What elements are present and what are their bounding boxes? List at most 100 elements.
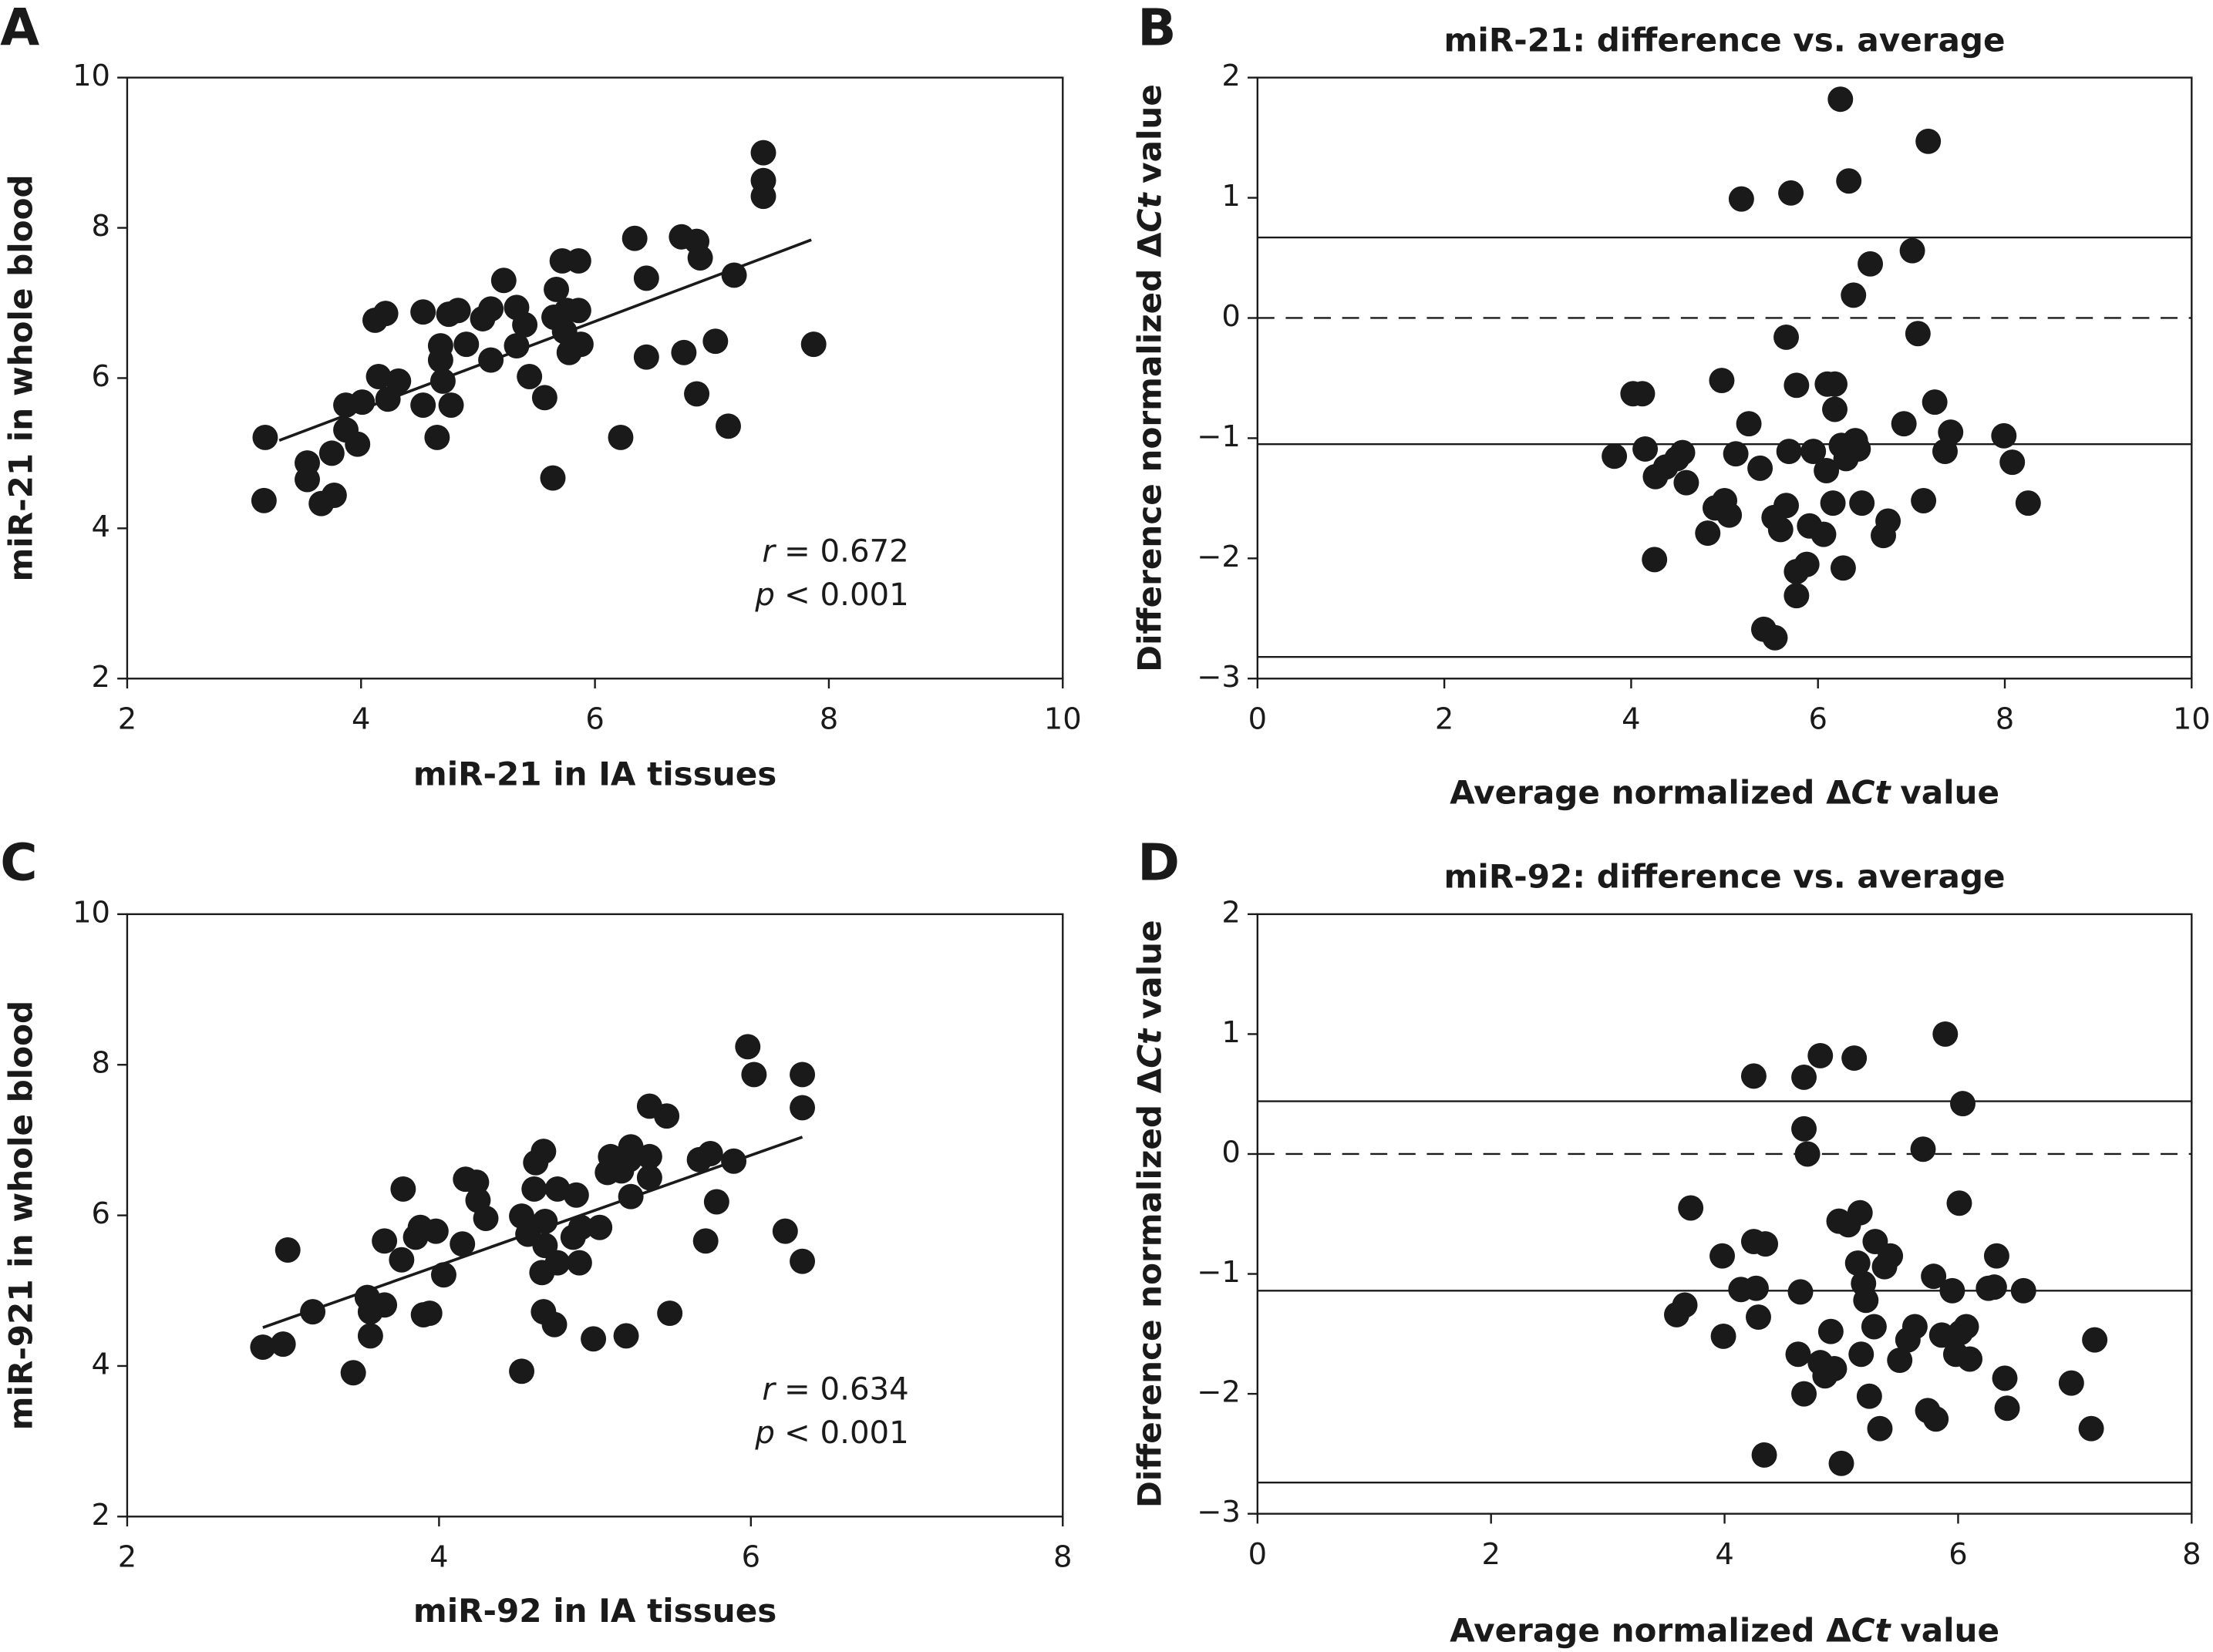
- y-tick-label: −1: [1197, 1255, 1241, 1290]
- data-point: [1787, 1279, 1814, 1305]
- y-tick-label: 10: [72, 895, 110, 930]
- data-point: [565, 298, 591, 324]
- data-point: [1822, 396, 1848, 422]
- data-point: [1845, 436, 1871, 462]
- data-point: [321, 483, 347, 508]
- data-point: [1800, 439, 1827, 465]
- y-tick-label: 0: [1221, 299, 1240, 334]
- annotation: r = 0.634: [762, 1371, 908, 1407]
- data-point: [1751, 1442, 1777, 1468]
- x-tick-label: 6: [1949, 1537, 1967, 1572]
- data-point: [790, 1248, 816, 1274]
- data-point: [1709, 1243, 1736, 1269]
- data-point: [1932, 1021, 1959, 1047]
- annotation-value: < 0.001: [784, 1415, 909, 1451]
- data-point: [544, 1250, 571, 1276]
- annotation-value: = 0.634: [784, 1371, 909, 1407]
- data-point: [1828, 1450, 1854, 1476]
- data-point: [566, 1250, 592, 1276]
- x-tick-label: 6: [1808, 702, 1827, 737]
- data-point: [1887, 1348, 1913, 1374]
- data-point: [1672, 1292, 1698, 1318]
- data-point: [1991, 422, 2017, 449]
- annotation-symbol: r: [762, 1371, 776, 1407]
- y-tick-label: −3: [1197, 660, 1241, 695]
- label-part: Ct: [1851, 1611, 1892, 1649]
- label-part: miR-21 in whole blood: [2, 174, 39, 581]
- data-point: [1794, 1141, 1821, 1167]
- data-point: [1875, 508, 1901, 534]
- label-part: Ct: [1851, 773, 1892, 811]
- data-point: [1629, 381, 1656, 407]
- x-tick-label: 8: [1996, 702, 2014, 737]
- data-point: [1928, 1322, 1955, 1348]
- data-point: [1716, 502, 1743, 528]
- label-part: Difference normalized Δ: [1130, 232, 1168, 672]
- data-point: [1856, 1383, 1882, 1409]
- data-point: [423, 1218, 449, 1244]
- x-tick-label: 2: [118, 702, 136, 737]
- data-point: [349, 389, 376, 416]
- data-point: [692, 1228, 719, 1254]
- label-part: Average normalized Δ: [1450, 1611, 1851, 1649]
- data-point: [1921, 1263, 1947, 1290]
- x-tick-label: 8: [820, 702, 838, 737]
- data-point: [772, 1218, 798, 1244]
- annotation-value: = 0.672: [784, 533, 909, 569]
- data-point: [372, 1228, 398, 1254]
- data-point: [581, 1326, 607, 1352]
- data-point: [1817, 1318, 1844, 1344]
- data-point: [790, 1095, 816, 1121]
- x-tick-label: 6: [585, 702, 604, 737]
- plot-frame: [126, 913, 1064, 1518]
- data-point: [1736, 411, 1762, 437]
- x-tick-label: 10: [2173, 702, 2211, 737]
- data-point: [1848, 1341, 1874, 1368]
- data-point: [509, 1358, 535, 1385]
- label-part: miR-92 in IA tissues: [413, 1591, 776, 1629]
- data-point: [2015, 490, 2041, 516]
- data-point: [517, 364, 543, 389]
- y-tick-label: 6: [92, 1196, 110, 1231]
- y-tick-label: 2: [1221, 59, 1240, 93]
- data-point: [1981, 1274, 2007, 1300]
- data-point: [1836, 168, 1862, 194]
- data-point: [1791, 1064, 1817, 1090]
- data-point: [1767, 516, 1794, 543]
- data-point: [1922, 389, 1948, 416]
- data-point: [1814, 458, 1840, 483]
- y-axis-label: Difference normalized ΔCt value: [1130, 84, 1168, 672]
- data-point: [1957, 1346, 1983, 1372]
- data-point: [1858, 251, 1884, 277]
- chart-title: miR-92: difference vs. average: [1444, 858, 2006, 896]
- data-point: [1776, 439, 1802, 465]
- data-point: [1901, 1314, 1928, 1340]
- x-tick-label: 8: [1053, 1540, 1072, 1575]
- data-point: [1678, 1195, 1704, 1221]
- plot-frame: [126, 76, 1064, 680]
- data-point: [1762, 624, 1788, 651]
- data-point: [340, 1360, 366, 1386]
- label-part: value: [1130, 920, 1168, 1019]
- data-point: [1994, 1395, 2020, 1422]
- data-point: [563, 1182, 589, 1208]
- data-point: [357, 1323, 383, 1349]
- data-point: [633, 344, 659, 370]
- data-point: [1784, 372, 1810, 399]
- data-point: [1827, 86, 1854, 113]
- data-point: [687, 245, 713, 271]
- data-point: [2078, 1415, 2104, 1442]
- data-point: [741, 1062, 767, 1088]
- data-point: [1785, 1341, 1811, 1368]
- x-tick-label: 4: [1715, 1537, 1733, 1572]
- data-point: [540, 465, 566, 491]
- y-tick-label: 4: [92, 1347, 110, 1381]
- data-point: [544, 276, 570, 302]
- y-axis-label: miR-21 in whole blood: [2, 174, 39, 581]
- data-point: [1946, 1190, 1972, 1216]
- data-point: [1953, 1314, 1979, 1340]
- x-axis-label: Average normalized ΔCt value: [1450, 1611, 1999, 1649]
- data-point: [735, 1034, 761, 1060]
- data-point: [1773, 493, 1799, 519]
- data-point: [1794, 551, 1820, 577]
